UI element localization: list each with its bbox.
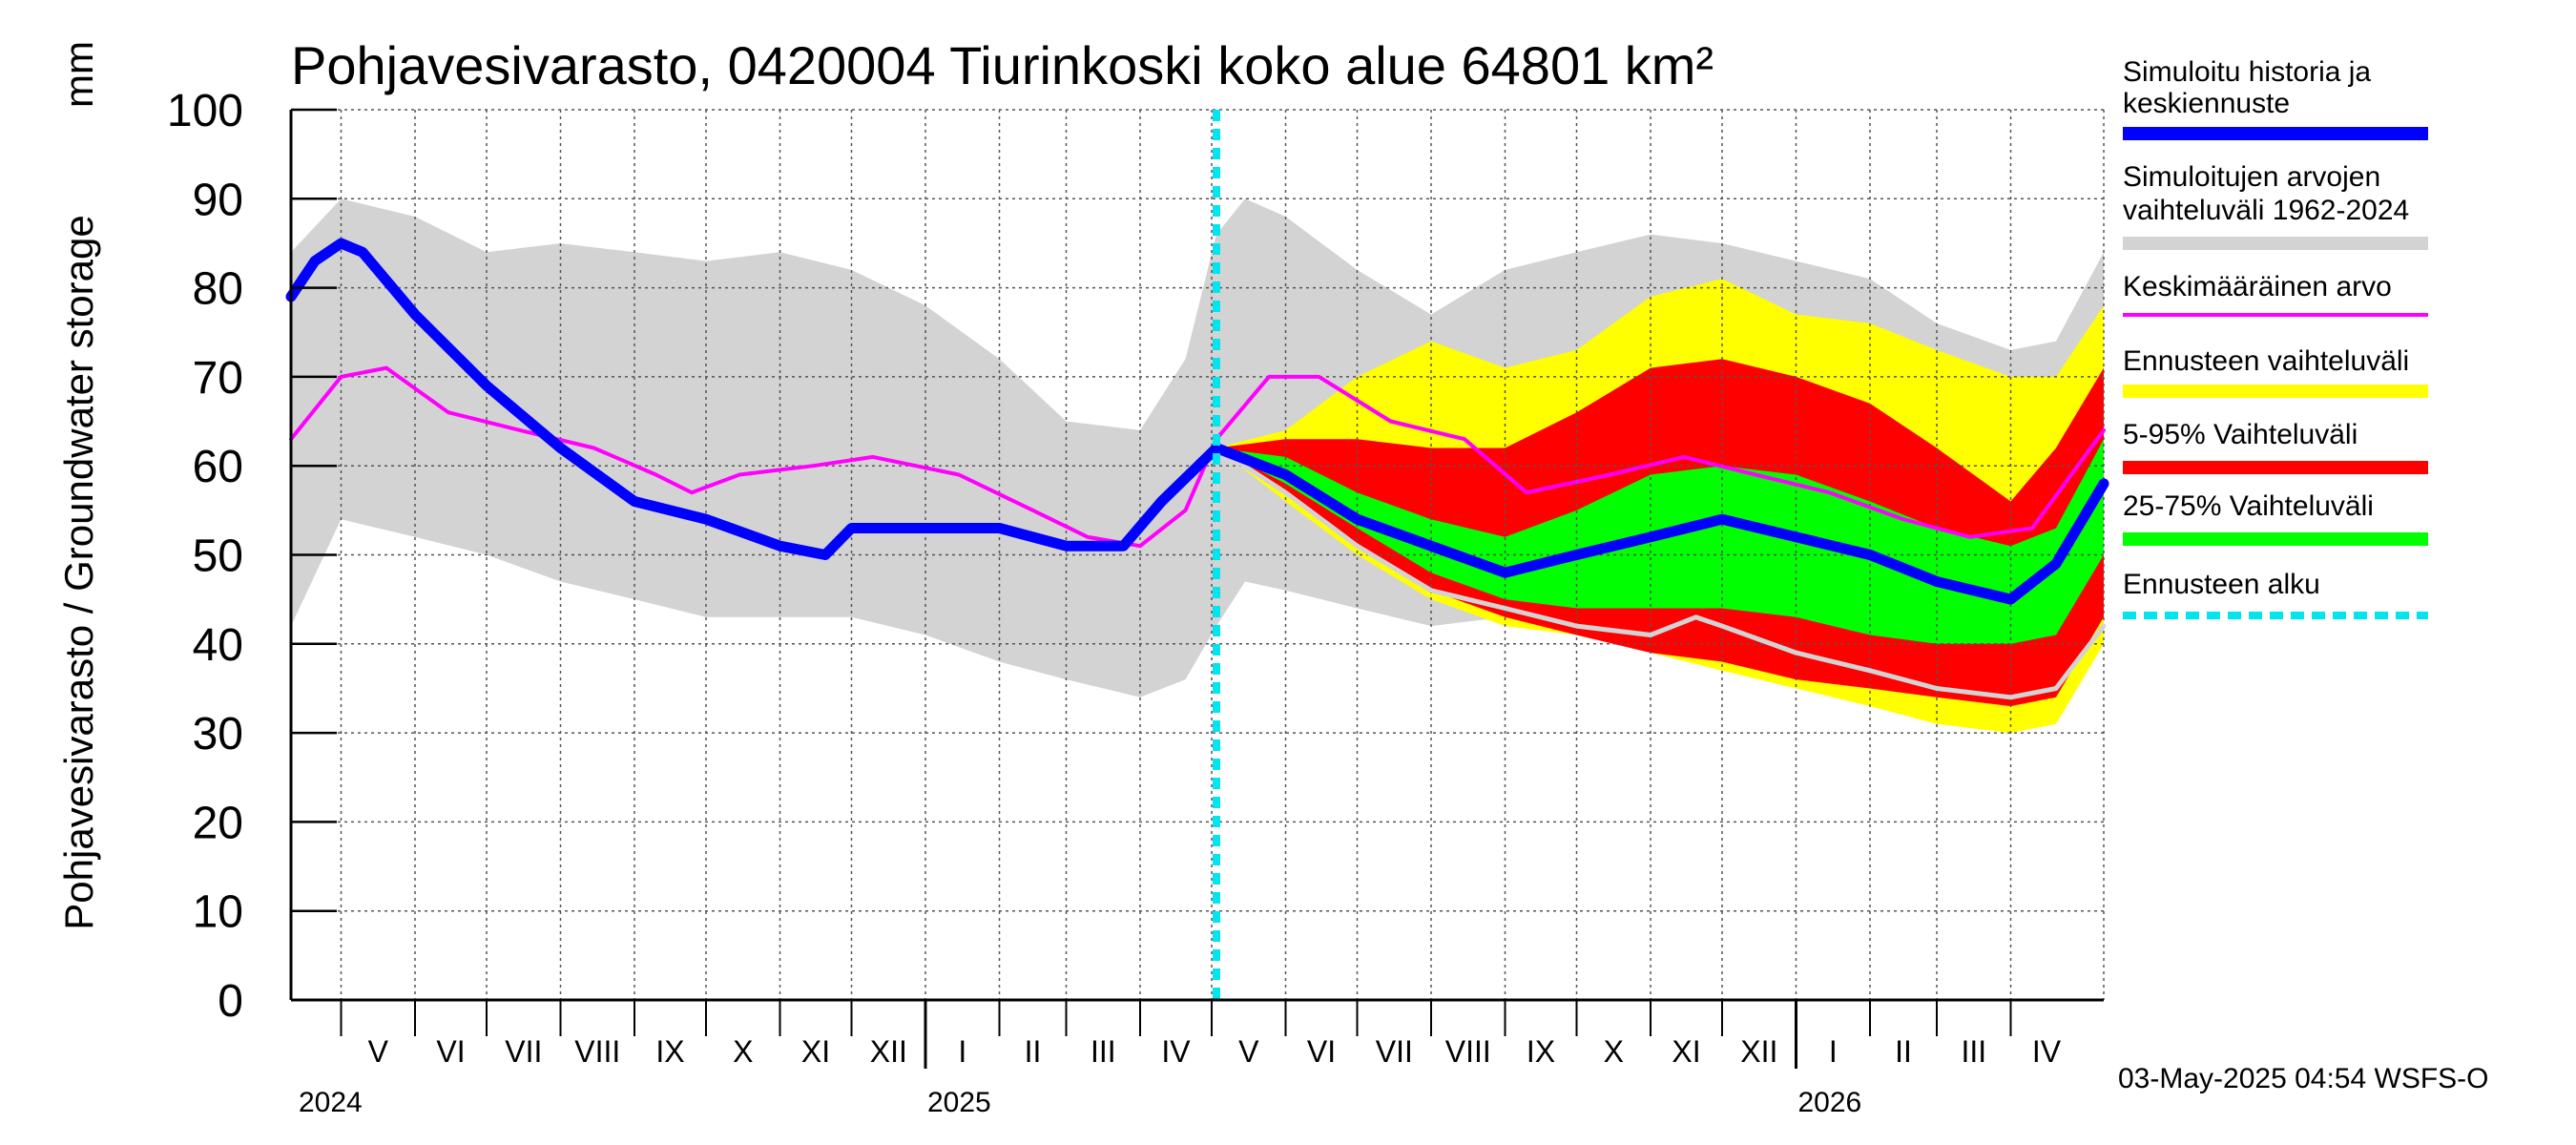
x-month-label-7: XII [870, 1034, 907, 1069]
y-tick-label-100: 100 [167, 86, 243, 136]
x-month-label-9: II [1025, 1034, 1042, 1069]
series-line-0 [285, 238, 2109, 605]
y-axis-label: Pohjavesivarasto / Groundwater storage [56, 215, 101, 929]
x-year-label-0: 2024 [299, 1087, 363, 1118]
series-line-2 [1214, 446, 2107, 700]
x-month-label-5: X [733, 1034, 753, 1069]
band-3 [1216, 439, 2104, 644]
x-month-label-10: III [1091, 1034, 1116, 1069]
x-year-label-2: 2026 [1798, 1087, 1862, 1118]
y-axis-unit: mm [56, 41, 101, 108]
x-month-label-18: XI [1672, 1034, 1700, 1069]
x-month-label-16: IX [1527, 1034, 1555, 1069]
x-month-label-0: V [368, 1034, 389, 1069]
x-month-label-11: IV [1161, 1034, 1191, 1069]
y-tick-label-50: 50 [193, 531, 243, 582]
x-month-label-13: VI [1307, 1034, 1336, 1069]
x-month-label-19: XII [1740, 1034, 1777, 1069]
legend-label-3-0: Ennusteen vaihteluväli [2123, 345, 2409, 377]
y-tick-label-20: 20 [193, 798, 243, 848]
x-month-label-3: VIII [574, 1034, 620, 1069]
x-month-label-20: I [1829, 1034, 1838, 1069]
x-month-label-4: IX [655, 1034, 684, 1069]
y-tick-label-0: 0 [218, 976, 243, 1027]
y-tick-label-40: 40 [193, 620, 243, 671]
x-month-label-15: VIII [1445, 1034, 1491, 1069]
legend-label-6-0: Ennusteen alku [2123, 569, 2320, 600]
x-year-label-1: 2025 [927, 1087, 991, 1118]
legend-label-1-0: Simuloitujen arvojen [2123, 161, 2380, 193]
legend-label-1-1: vaihteluväli 1962-2024 [2123, 195, 2409, 226]
x-month-label-22: III [1961, 1034, 1986, 1069]
x-month-label-8: I [958, 1034, 966, 1069]
footer-timestamp: 03-May-2025 04:54 WSFS-O [2118, 1063, 2489, 1094]
chart-title: Pohjavesivarasto, 0420004 Tiurinkoski ko… [291, 35, 1714, 95]
y-tick-label-90: 90 [193, 175, 243, 225]
legend-label-0-1: keskiennuste [2123, 88, 2290, 119]
y-tick-label-60: 60 [193, 442, 243, 492]
legend-label-0-0: Simuloitu historia ja [2123, 56, 2371, 88]
data-series [285, 238, 2109, 700]
x-month-label-1: VI [436, 1034, 465, 1069]
grid-lines [291, 109, 2105, 1000]
x-month-label-17: X [1604, 1034, 1624, 1069]
x-month-label-2: VII [505, 1034, 542, 1069]
x-month-label-6: XI [801, 1034, 830, 1069]
y-tick-label-70: 70 [193, 353, 243, 404]
y-tick-label-80: 80 [193, 264, 243, 315]
y-tick-label-30: 30 [193, 709, 243, 760]
x-month-label-21: II [1895, 1034, 1912, 1069]
legend-label-4-0: 5-95% Vaihteluväli [2123, 419, 2358, 450]
series-line-1 [289, 365, 2106, 549]
legend-label-5-0: 25-75% Vaihteluväli [2123, 490, 2374, 522]
x-month-label-23: IV [2032, 1034, 2062, 1069]
x-month-label-14: VII [1376, 1034, 1413, 1069]
y-tick-label-10: 10 [193, 887, 243, 938]
legend-label-2-0: Keskimääräinen arvo [2123, 271, 2392, 302]
x-month-label-12: V [1238, 1034, 1259, 1069]
